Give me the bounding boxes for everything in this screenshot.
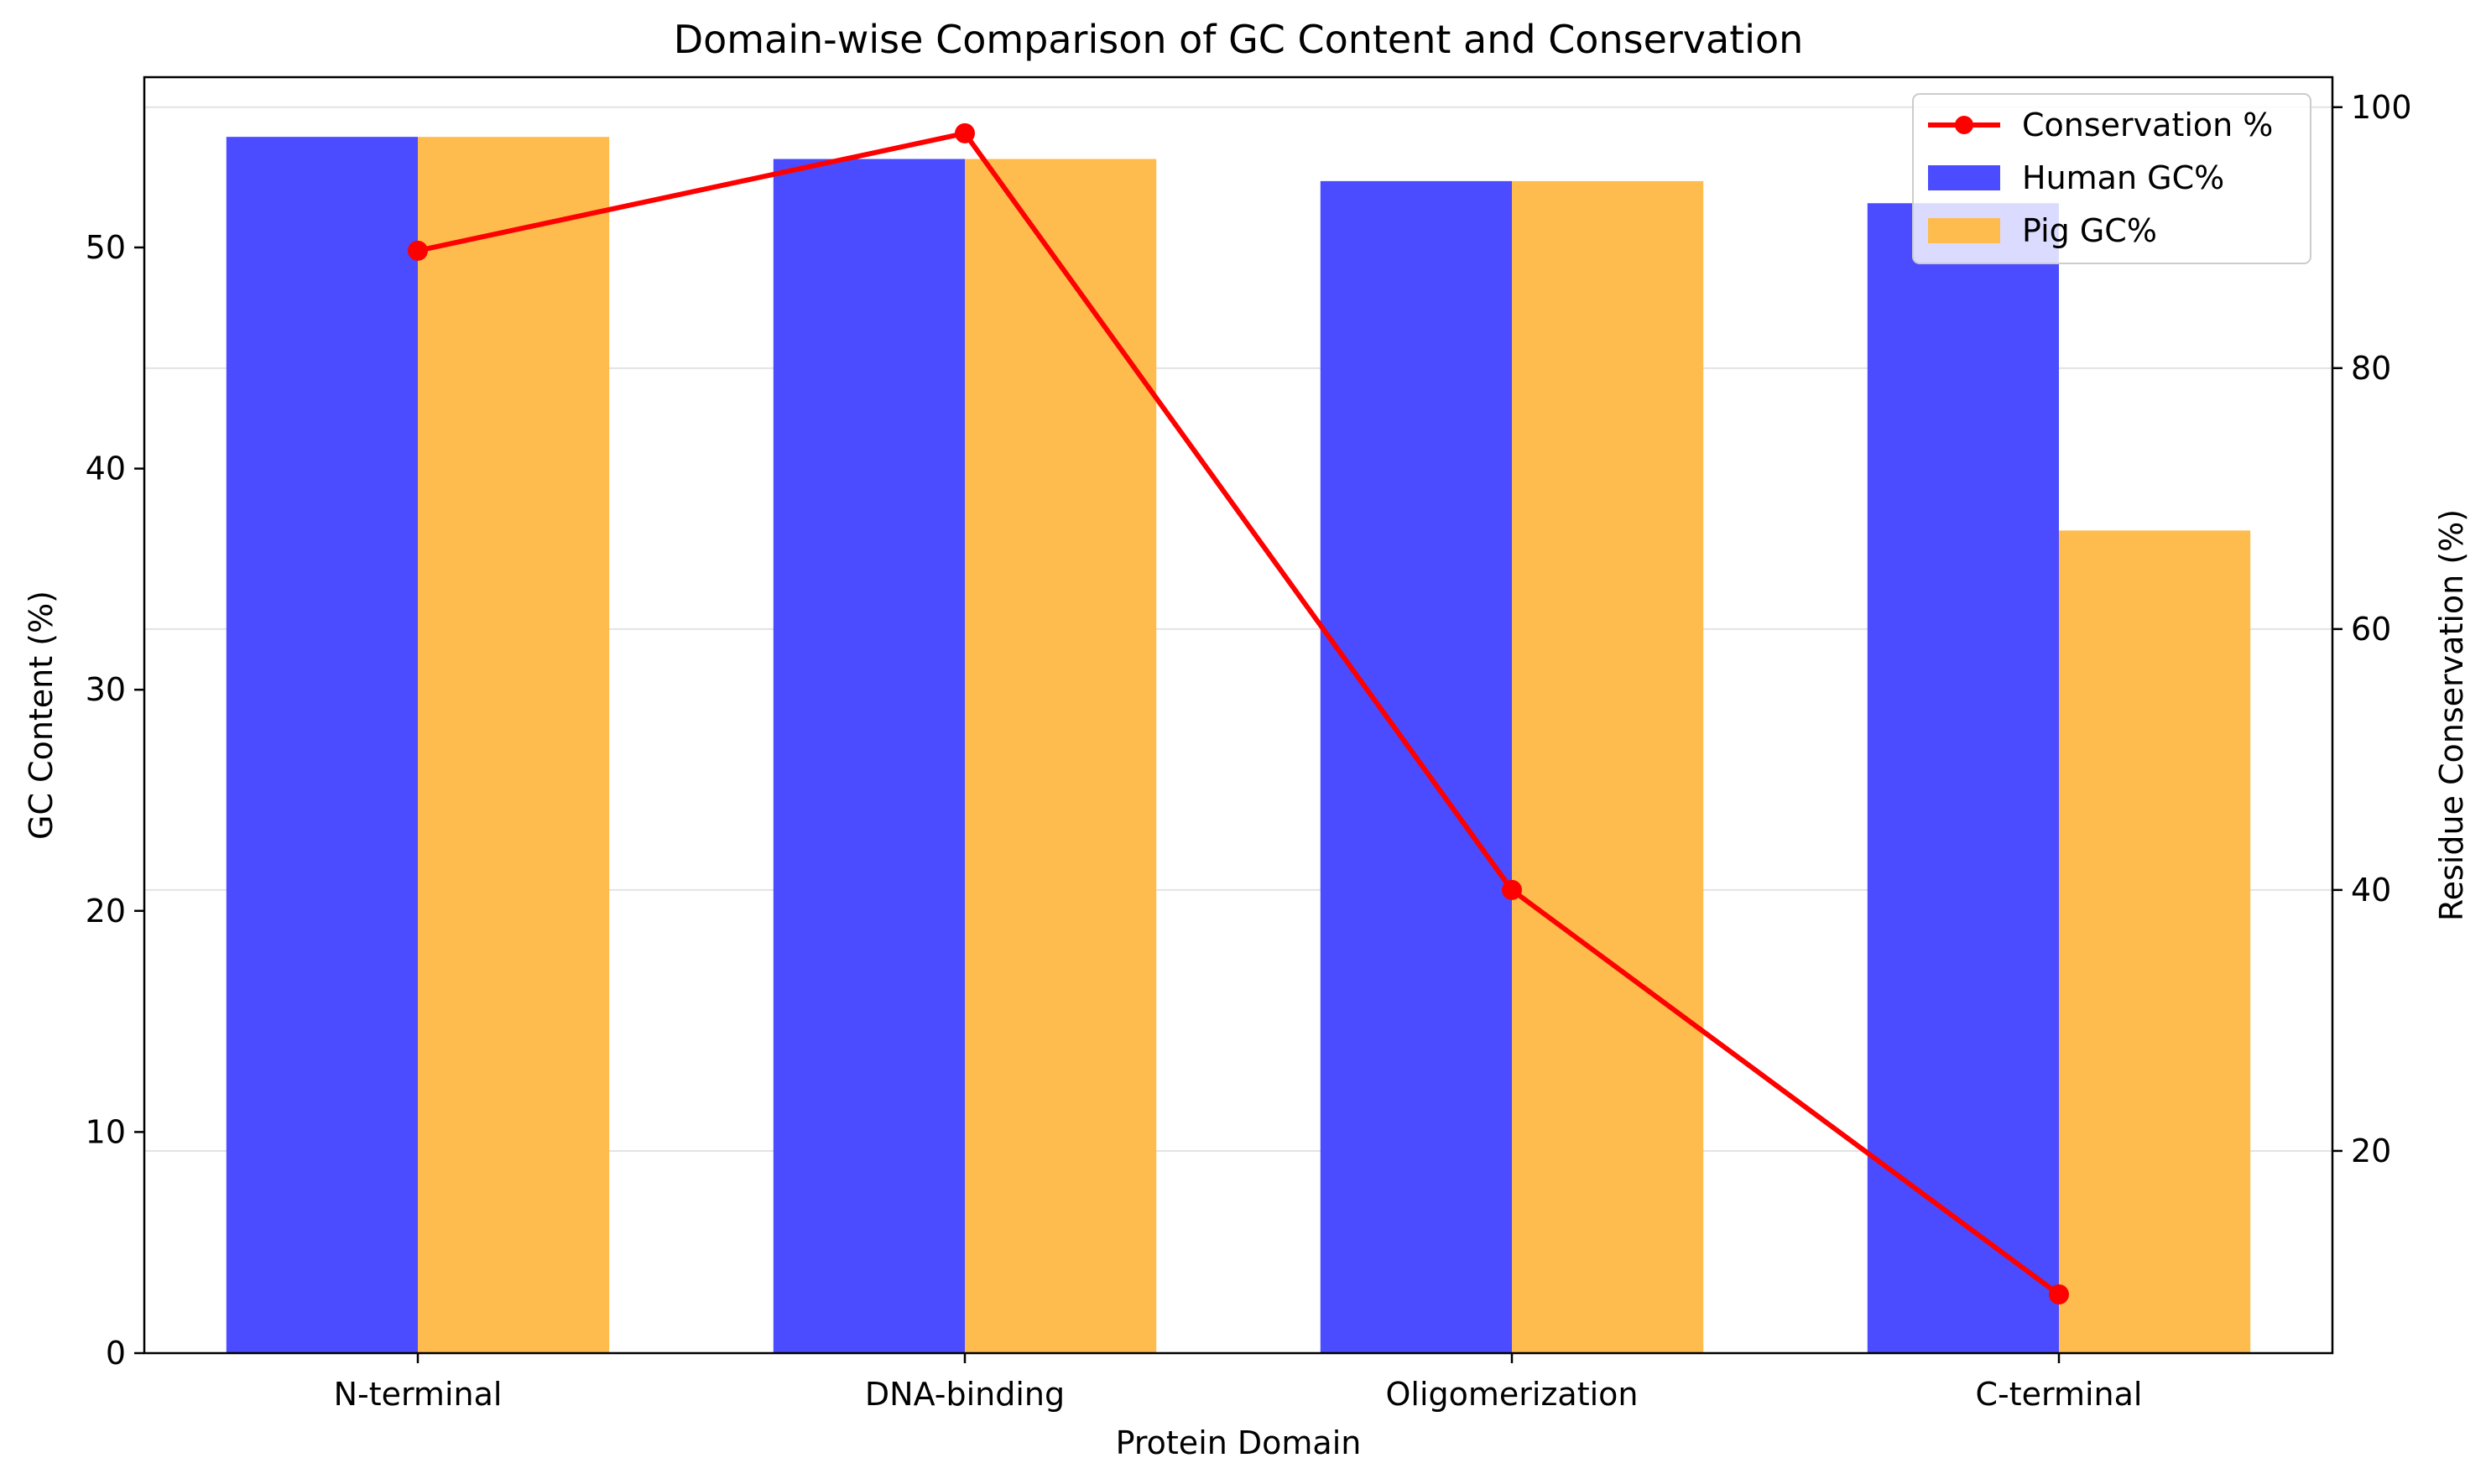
bar-human-gc bbox=[1867, 203, 2059, 1353]
y-tick-label: 50 bbox=[86, 229, 126, 266]
y2-tick-label: 100 bbox=[2351, 89, 2412, 126]
y2-axis-label: Residue Conservation (%) bbox=[2433, 509, 2470, 921]
marker-conservation bbox=[408, 240, 428, 261]
bar-human-gc bbox=[226, 137, 418, 1353]
legend-label-pig-gc: Pig GC% bbox=[2022, 212, 2157, 249]
x-tick-label: C-terminal bbox=[1976, 1376, 2143, 1413]
y-tick-label: 30 bbox=[86, 671, 126, 708]
marker-conservation bbox=[2049, 1284, 2069, 1305]
plot-frame bbox=[143, 76, 2334, 1355]
chart-title: Domain-wise Comparison of GC Content and… bbox=[674, 17, 1804, 62]
bar-pig-gc bbox=[418, 137, 610, 1353]
bar-human-gc bbox=[773, 159, 965, 1353]
legend-box bbox=[1912, 93, 2311, 264]
y-axis-label: GC Content (%) bbox=[23, 591, 60, 840]
y2-tick-label: 80 bbox=[2351, 350, 2391, 387]
marker-conservation bbox=[1502, 879, 1522, 900]
y2-tick-label: 20 bbox=[2351, 1133, 2391, 1169]
axes-layer: 0 10 20 30 40 50 20 40 60 80 100 N-terminal DNA-bind… bbox=[86, 89, 2412, 1413]
legend-label-human-gc: Human GC% bbox=[2022, 159, 2224, 196]
bar-human-gc bbox=[1320, 180, 1512, 1353]
y-tick-label: 20 bbox=[86, 893, 126, 929]
line-layer bbox=[408, 122, 2069, 1305]
bars-layer bbox=[226, 137, 2251, 1353]
bar-pig-gc bbox=[2059, 530, 2251, 1353]
x-tick-label: Oligomerization bbox=[1386, 1376, 1639, 1413]
x-tick-label: DNA-binding bbox=[865, 1376, 1065, 1413]
x-axis-label: Protein Domain bbox=[1116, 1424, 1362, 1461]
y-tick-label: 0 bbox=[106, 1335, 126, 1372]
bar-pig-gc bbox=[1512, 180, 1704, 1353]
legend-swatch-pig-gc bbox=[1928, 218, 2000, 243]
legend-swatch-human-gc bbox=[1928, 165, 2000, 190]
legend-label-conservation: Conservation % bbox=[2022, 107, 2273, 143]
y2-tick-label: 60 bbox=[2351, 611, 2391, 648]
line-conservation bbox=[417, 130, 2061, 1297]
legend-marker-conservation bbox=[1955, 116, 1973, 134]
x-tick-label: N-terminal bbox=[334, 1376, 503, 1413]
bar-pig-gc bbox=[965, 159, 1157, 1353]
marker-conservation bbox=[955, 122, 975, 143]
y2-tick-label: 40 bbox=[2351, 872, 2391, 909]
y-tick-label: 10 bbox=[86, 1113, 126, 1150]
legend: Conservation % Human GC% Pig GC% bbox=[1912, 93, 2311, 264]
y-tick-label: 40 bbox=[86, 450, 126, 487]
